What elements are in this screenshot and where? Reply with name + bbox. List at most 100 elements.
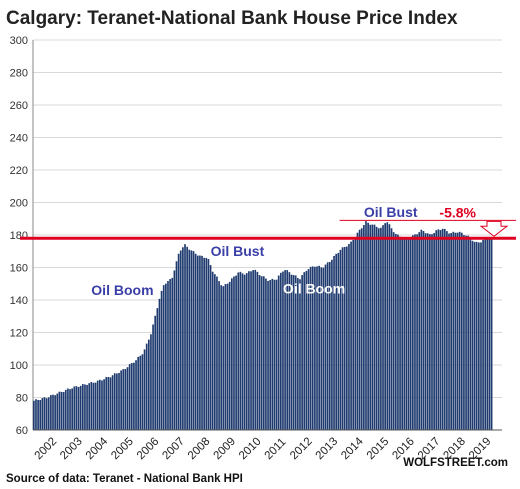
bar [473,241,476,430]
bar [128,364,131,430]
bar [446,231,448,430]
y-tick-label: 180 [10,230,28,242]
bar [109,377,112,430]
bar [322,267,325,430]
bar [271,278,274,430]
bar [384,223,386,430]
bar [443,228,446,430]
annotation: Oil Bust [364,204,418,220]
bar [326,262,329,430]
bar [314,266,316,430]
bar [252,270,254,430]
bar [224,284,227,430]
bar [282,271,284,430]
bar [107,377,110,430]
bar [256,271,259,430]
y-tick-label: 60 [16,425,28,437]
bar [141,354,144,430]
bar [196,255,199,430]
bar [184,244,186,430]
bar [467,235,470,430]
bar [143,349,146,430]
y-tick-label: 260 [10,100,28,112]
bar [169,279,171,430]
bar [382,225,384,430]
x-tick-label: 2010 [237,436,264,463]
bar [380,227,382,430]
bar [333,255,335,430]
bar [96,380,99,430]
bar [260,276,263,430]
bar [458,231,461,430]
change-label: -5.8% [439,204,476,220]
bar [182,247,184,430]
bar [463,235,465,430]
bar [171,277,174,430]
bar [375,226,378,430]
bar [288,272,291,430]
bar [414,234,416,430]
bar [377,228,380,430]
bar [480,242,482,430]
bar [484,238,487,430]
bar [69,389,71,430]
bar [269,280,272,430]
bar [154,315,157,430]
bar [311,266,314,430]
bar [320,267,323,430]
bar [186,246,188,430]
bars [33,221,493,430]
bar [450,233,452,430]
bar [62,391,65,430]
bar [92,382,95,430]
bar [318,265,320,430]
bar [248,271,250,430]
bar [124,368,127,430]
bar [297,278,299,430]
bar [339,249,342,430]
bar [439,230,442,430]
bar [130,363,133,430]
bar [437,229,440,430]
bar [73,386,76,430]
source-note: Source of data: Teranet - National Bank … [6,473,243,485]
bar [67,388,69,430]
bar [118,372,120,430]
bar [220,285,223,430]
bar [348,243,350,430]
bar [43,397,46,430]
y-tick-label: 300 [10,35,28,47]
bar [156,308,159,430]
bar [111,375,114,430]
y-tick-label: 160 [10,263,28,275]
bar [158,298,161,430]
bar [160,290,163,430]
bar [84,384,86,430]
bar [207,259,210,430]
bar [343,246,346,430]
bar [435,230,438,430]
bar [407,238,410,430]
bar [371,224,374,430]
x-tick-label: 2006 [135,436,162,463]
bar [222,286,225,430]
x-tick-label: 2009 [211,436,238,463]
bar [64,389,67,430]
bar [226,283,229,430]
bar [388,224,391,430]
bar [188,249,191,430]
bar [258,275,261,430]
y-axis: 60 80 100 120 140 160 180 200 220 240 260 280 300 [10,35,34,437]
bar [399,236,401,430]
bar [365,221,367,430]
bar [177,253,180,430]
bar [218,281,220,430]
bar [47,397,50,430]
bar [52,394,54,430]
bar [199,255,201,430]
bar [341,247,344,430]
bar [284,270,286,430]
bar [273,279,276,430]
bar [105,377,108,430]
bar [345,246,348,430]
